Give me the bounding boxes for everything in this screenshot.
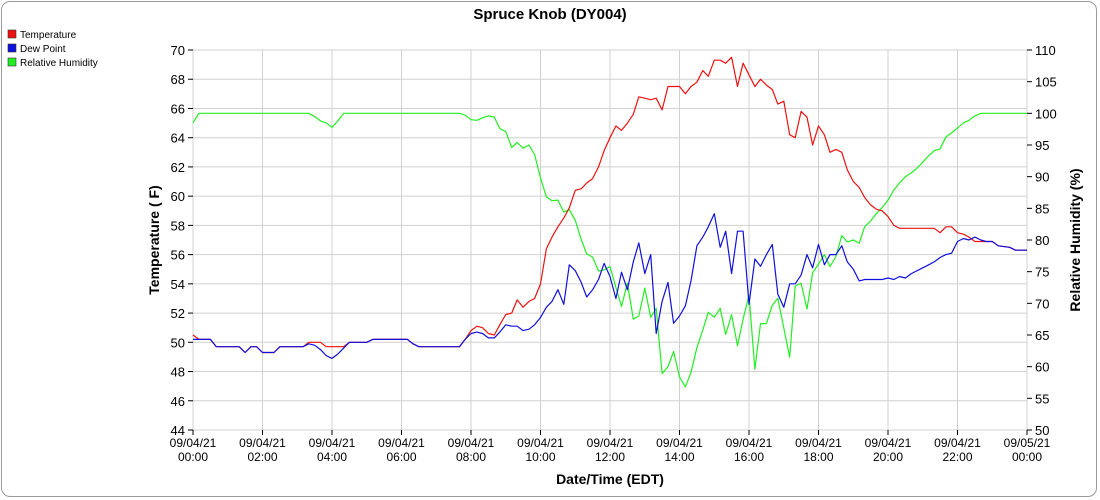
legend: Temperature Dew Point Relative Humidity [7, 29, 98, 69]
x-tick-label-date: 09/04/21 [795, 436, 842, 450]
x-tick-label-date: 09/04/21 [378, 436, 425, 450]
y-right-tick-label: 50 [1035, 423, 1049, 438]
x-tick-label-date: 09/04/21 [448, 436, 495, 450]
y-left-tick-label: 68 [171, 72, 185, 87]
y-right-tick-label: 100 [1035, 106, 1057, 121]
y-right-tick-label: 55 [1035, 391, 1049, 406]
series-line-relative-humidity [192, 112, 1027, 388]
x-tick-label-date: 09/05/21 [1004, 436, 1051, 450]
chart-title: Spruce Knob (DY004) [473, 6, 626, 23]
x-tick-label-time: 00:00 [1012, 450, 1042, 464]
y-right-tick-label: 70 [1035, 296, 1049, 311]
legend-label: Temperature [20, 30, 77, 41]
y-left-tick-label: 66 [171, 101, 185, 116]
x-tick-label-time: 02:00 [247, 450, 277, 464]
y-left-tick-label: 48 [171, 365, 185, 380]
y-left-tick-label: 58 [171, 218, 185, 233]
x-tick-label-date: 09/04/21 [656, 436, 703, 450]
x-tick-label-time: 06:00 [386, 450, 416, 464]
legend-label: Relative Humidity [20, 58, 98, 69]
x-axis-title: Date/Time (EDT) [556, 471, 664, 487]
x-tick-label-time: 10:00 [525, 450, 555, 464]
grid-lines [192, 49, 1028, 431]
y-right-tick-label: 110 [1035, 43, 1056, 58]
y-right-tick-label: 80 [1035, 233, 1049, 248]
x-tick-label-time: 08:00 [456, 450, 486, 464]
y-left-tick-label: 46 [171, 394, 185, 409]
y-left-tick-label: 70 [171, 43, 185, 58]
x-tick-label-time: 16:00 [734, 450, 764, 464]
y-left-tick-label: 44 [171, 423, 185, 438]
axes: 44 46 48 50 52 54 56 58 60 62 64 66 68 70 50 55 60 65 70 75… [170, 43, 1057, 464]
legend-item: Relative Humidity [7, 57, 98, 69]
y-left-axis-title: Temperature ( F) [146, 185, 162, 294]
y-right-tick-label: 60 [1035, 360, 1049, 375]
y-right-tick-label: 75 [1035, 265, 1049, 280]
y-left-tick-label: 62 [171, 160, 185, 175]
x-tick-label-time: 04:00 [317, 450, 347, 464]
y-right-axis-title: Relative Humidity (%) [1067, 168, 1083, 311]
series-layer [192, 56, 1027, 388]
y-left-tick-label: 60 [171, 189, 185, 204]
x-tick-label-date: 09/04/21 [726, 436, 773, 450]
y-right-tick-label: 90 [1035, 170, 1049, 185]
x-tick-label-time: 12:00 [595, 450, 625, 464]
x-tick-label-date: 09/04/21 [239, 436, 286, 450]
legend-item: Temperature [7, 29, 77, 41]
legend-label: Dew Point [20, 44, 66, 55]
x-tick-label-time: 18:00 [803, 450, 833, 464]
series-line-dew-point [193, 213, 1027, 359]
y-left-tick-label: 56 [171, 248, 185, 263]
y-right-tick-label: 105 [1035, 75, 1057, 90]
x-tick-label-date: 09/04/21 [170, 436, 217, 450]
legend-swatch [7, 57, 17, 67]
y-right-tick-label: 65 [1035, 328, 1049, 343]
x-tick-label-date: 09/04/21 [865, 436, 912, 450]
x-tick-label-time: 14:00 [664, 450, 694, 464]
x-tick-label-date: 09/04/21 [517, 436, 564, 450]
legend-swatch [7, 29, 17, 39]
x-tick-label-time: 20:00 [873, 450, 903, 464]
x-tick-label-date: 09/04/21 [309, 436, 356, 450]
y-right-tick-label: 95 [1035, 138, 1049, 153]
y-left-tick-label: 52 [171, 306, 185, 321]
x-tick-label-time: 00:00 [178, 450, 208, 464]
y-left-tick-label: 54 [171, 277, 185, 292]
y-left-tick-label: 50 [171, 335, 185, 350]
legend-swatch [7, 43, 17, 53]
x-tick-label-time: 22:00 [942, 450, 972, 464]
y-right-tick-label: 85 [1035, 201, 1049, 216]
y-left-tick-label: 64 [171, 131, 185, 146]
legend-item: Dew Point [7, 43, 66, 55]
x-tick-label-date: 09/04/21 [587, 436, 634, 450]
x-tick-label-date: 09/04/21 [934, 436, 981, 450]
